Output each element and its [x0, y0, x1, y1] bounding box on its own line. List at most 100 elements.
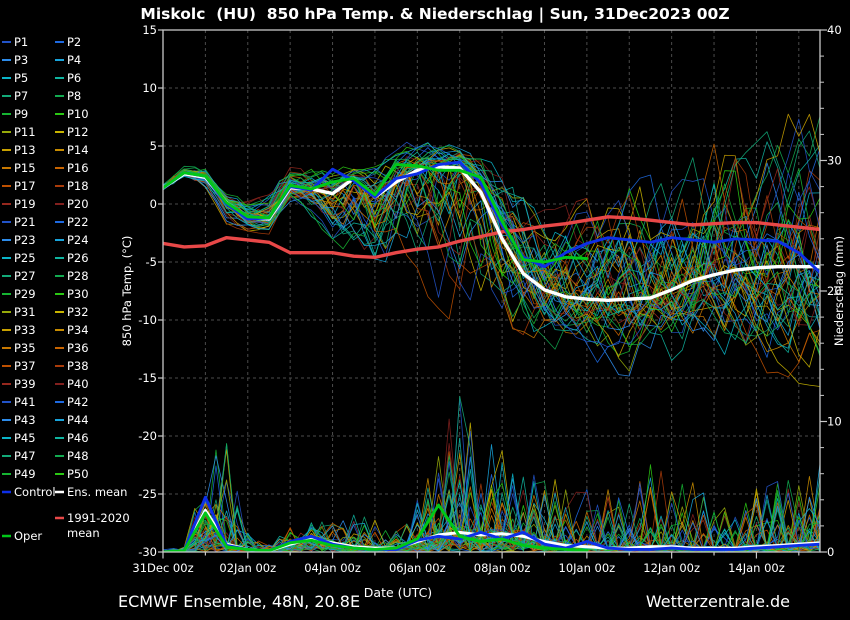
legend-label-p20: P20 — [67, 197, 89, 211]
x-tick-label: 04Jan 00z — [304, 561, 361, 575]
legend-label-p5: P5 — [14, 71, 28, 85]
legend: P1 P2 P3 P4 P5 P6 P7 P8 P9 P10 P11 P12 P13 P14 P15 P16 P… — [2, 35, 130, 543]
footer-branding: Wetterzentrale.de — [646, 592, 790, 611]
legend-label-p32: P32 — [67, 305, 89, 319]
legend-label-oper: Oper — [14, 529, 42, 543]
legend-label-p1: P1 — [14, 35, 28, 49]
y-left-tick-label: -5 — [146, 255, 157, 269]
climate-mean-temp-line — [163, 215, 820, 260]
legend-label-p50: P50 — [67, 467, 89, 481]
y-left-axis-title: 850 hPa Temp. (°C) — [120, 236, 134, 347]
legend-label-p22: P22 — [67, 215, 89, 229]
legend-label-p30: P30 — [67, 287, 89, 301]
legend-label-p39: P39 — [14, 377, 36, 391]
legend-label-p13: P13 — [14, 143, 36, 157]
member-temp-p20 — [163, 165, 820, 310]
legend-label-p21: P21 — [14, 215, 36, 229]
legend-label-p27: P27 — [14, 269, 36, 283]
legend-label-p38: P38 — [67, 359, 89, 373]
y-left-tick-label: 0 — [150, 197, 157, 211]
legend-label-ens-mean: Ens. mean — [67, 485, 127, 499]
legend-label-p7: P7 — [14, 89, 28, 103]
x-tick-label: 06Jan 00z — [389, 561, 446, 575]
legend-label-p25: P25 — [14, 251, 36, 265]
member-temp-p48 — [163, 158, 820, 344]
tick-labels: 15 10 5 0 -5 -10 -15 -20 -25 -30 0 10 20 30 40 31Dec 00… — [132, 23, 841, 575]
legend-label-climate-mean-line2: mean — [67, 526, 100, 540]
member-temp-p25 — [163, 156, 820, 349]
y-right-tick-label: 40 — [827, 23, 842, 37]
legend-label-p36: P36 — [67, 341, 89, 355]
legend-label-p41: P41 — [14, 395, 36, 409]
legend-label-control: Control — [14, 485, 56, 499]
member-temp-p2 — [163, 147, 820, 358]
legend-label-p31: P31 — [14, 305, 36, 319]
footer-model-info: ECMWF Ensemble, 48N, 20.8E — [118, 592, 360, 611]
legend-label-p18: P18 — [67, 179, 89, 193]
x-tick-label: 10Jan 00z — [559, 561, 616, 575]
member-temp-p49 — [163, 157, 820, 357]
legend-label-p48: P48 — [67, 449, 89, 463]
member-temp-p46 — [163, 151, 820, 361]
x-axis-title: Date (UTC) — [364, 585, 432, 600]
axes-frame — [158, 29, 827, 559]
legend-label-p23: P23 — [14, 233, 36, 247]
legend-label-p46: P46 — [67, 431, 89, 445]
y-left-tick-label: -15 — [138, 371, 157, 385]
legend-label-p16: P16 — [67, 161, 89, 175]
legend-label-p4: P4 — [67, 53, 81, 67]
chart-title: Miskolc (HU) 850 hPa Temp. & Niederschla… — [140, 5, 729, 24]
legend-label-p33: P33 — [14, 323, 36, 337]
member-temp-p38 — [163, 158, 820, 336]
legend-label-p35: P35 — [14, 341, 36, 355]
member-temp-p47 — [163, 130, 820, 316]
member-temp-p23 — [163, 151, 820, 377]
y-right-tick-label: 30 — [827, 154, 842, 168]
legend-label-p40: P40 — [67, 377, 89, 391]
plot-frame — [162, 29, 821, 553]
legend-label-p12: P12 — [67, 125, 89, 139]
x-tick-label: 02Jan 00z — [219, 561, 276, 575]
y-left-tick-label: -10 — [138, 313, 157, 327]
legend-label-p19: P19 — [14, 197, 36, 211]
x-tick-label: 08Jan 00z — [474, 561, 531, 575]
y-right-tick-label: 0 — [827, 545, 834, 559]
legend-label-p29: P29 — [14, 287, 36, 301]
series-lines — [163, 113, 820, 552]
legend-label-p26: P26 — [67, 251, 89, 265]
legend-label-p15: P15 — [14, 161, 36, 175]
legend-label-p6: P6 — [67, 71, 81, 85]
legend-label-p8: P8 — [67, 89, 81, 103]
x-tick-label: 31Dec 00z — [132, 561, 193, 575]
legend-label-p45: P45 — [14, 431, 36, 445]
legend-label-p28: P28 — [67, 269, 89, 283]
legend-label-p42: P42 — [67, 395, 89, 409]
y-left-tick-label: -20 — [138, 429, 157, 443]
x-tick-label: 12Jan 00z — [643, 561, 700, 575]
legend-label-climate-mean: 1991-2020 — [67, 511, 130, 525]
legend-label-p24: P24 — [67, 233, 89, 247]
y-right-axis-title: Niederschlag (mm) — [832, 236, 846, 346]
legend-label-p43: P43 — [14, 413, 36, 427]
legend-label-p49: P49 — [14, 467, 36, 481]
legend-label-p2: P2 — [67, 35, 81, 49]
y-left-tick-label: 10 — [142, 81, 157, 95]
legend-label-p37: P37 — [14, 359, 36, 373]
oper-precip-line — [163, 503, 589, 552]
y-left-tick-label: -30 — [138, 545, 157, 559]
x-tick-label: 14Jan 00z — [728, 561, 785, 575]
y-left-tick-label: 15 — [142, 23, 157, 37]
legend-label-p10: P10 — [67, 107, 89, 121]
legend-label-p11: P11 — [14, 125, 36, 139]
legend-label-p17: P17 — [14, 179, 36, 193]
y-left-tick-label: -25 — [138, 487, 157, 501]
y-right-tick-label: 10 — [827, 415, 842, 429]
legend-label-p34: P34 — [67, 323, 89, 337]
oper-temp-line — [163, 163, 589, 264]
legend-label-p14: P14 — [67, 143, 89, 157]
legend-label-p3: P3 — [14, 53, 28, 67]
legend-label-p47: P47 — [14, 449, 36, 463]
y-right-tick-label: 20 — [827, 284, 842, 298]
